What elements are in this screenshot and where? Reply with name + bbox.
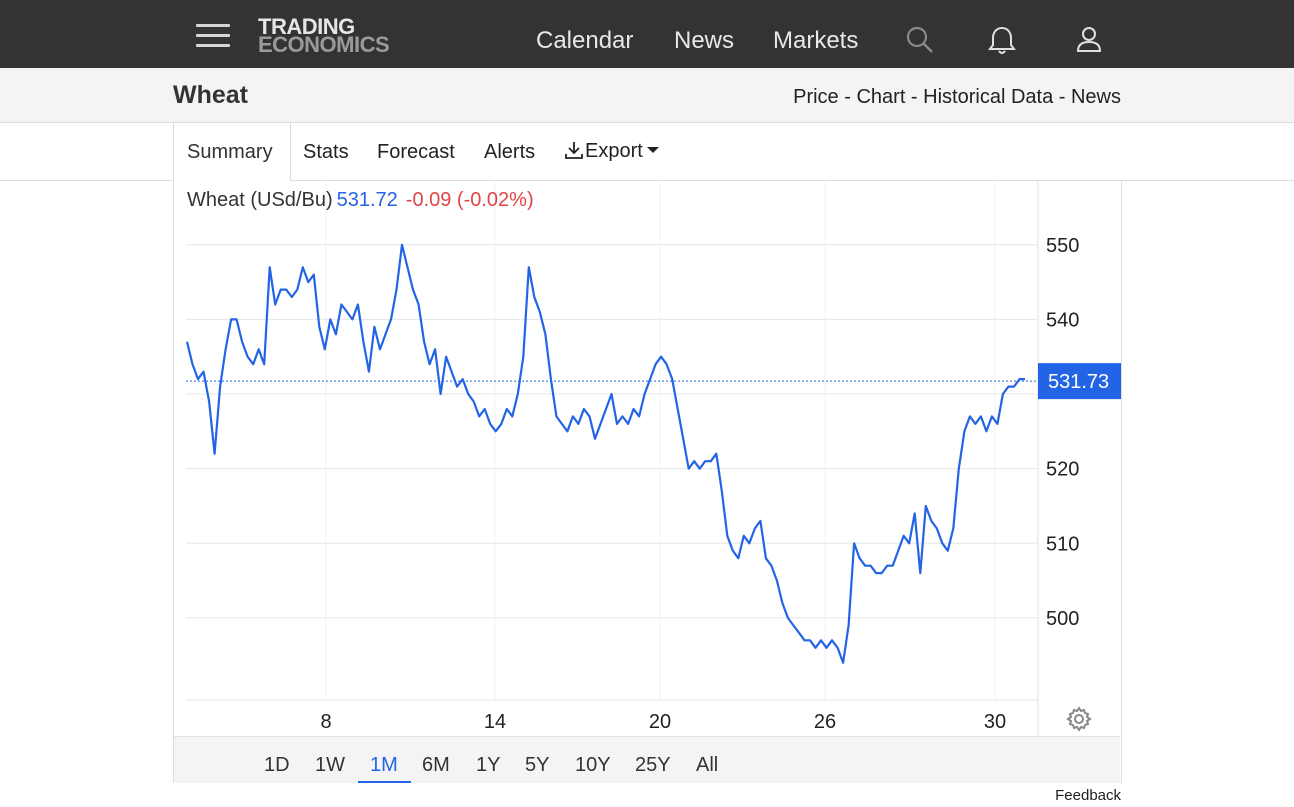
nav-news-link[interactable]: News <box>674 27 735 54</box>
user-icon[interactable] <box>1074 24 1104 56</box>
x-tick-label: 30 <box>984 711 1006 733</box>
range-all-button[interactable]: All <box>696 754 719 776</box>
link-news[interactable]: News <box>1070 86 1121 108</box>
sub-header: Wheat Price - Chart - Historical Data - … <box>0 68 1294 123</box>
current-price-badge: 531.73 <box>1038 363 1121 400</box>
link-historical-data[interactable]: Historical Data <box>923 86 1054 108</box>
x-tick-label: 26 <box>814 711 836 733</box>
current-price-badge-label: 531.73 <box>1048 371 1109 393</box>
range-6m-button[interactable]: 6M <box>422 754 450 776</box>
x-axis: 8 14 20 26 30 <box>320 711 1006 733</box>
link-price[interactable]: Price <box>793 86 839 108</box>
section-links: Price - Chart - Historical Data - News <box>793 86 1121 109</box>
feedback-link[interactable]: Feedback <box>1055 787 1121 804</box>
y-tick-label: 520 <box>1046 459 1079 481</box>
active-range-indicator <box>358 781 411 783</box>
x-tick-label: 14 <box>484 711 506 733</box>
link-separator: - <box>905 86 924 108</box>
nav-calendar-link[interactable]: Calendar <box>536 27 634 54</box>
link-separator: - <box>1053 86 1071 108</box>
menu-icon[interactable] <box>196 22 230 50</box>
x-tick-label: 20 <box>649 711 671 733</box>
nav-markets-link[interactable]: Markets <box>773 27 859 54</box>
y-tick-label: 540 <box>1046 309 1079 331</box>
tab-export[interactable]: Export <box>563 139 660 163</box>
search-icon[interactable] <box>905 24 935 56</box>
download-icon <box>565 142 583 159</box>
trading-economics-logo[interactable]: TRADING ECONOMICS <box>258 14 390 57</box>
tab-summary-active-background <box>173 123 291 181</box>
x-tick-label: 8 <box>320 711 331 733</box>
tab-summary[interactable]: Summary <box>187 141 273 163</box>
range-1d-button[interactable]: 1D <box>264 754 290 776</box>
range-selector: 1D 1W 1M 6M 1Y 5Y 10Y 25Y All <box>174 736 1120 783</box>
current-price: 531.72 <box>336 189 398 211</box>
current-price-badge-background <box>1038 363 1121 400</box>
range-1w-button[interactable]: 1W <box>315 754 345 776</box>
chart-quote-header: Wheat (USd/Bu) 531.72 -0.09 (-0.02%) <box>187 189 534 212</box>
gear-icon[interactable] <box>1066 706 1092 732</box>
logo-line-1: TRADING <box>258 14 355 39</box>
tab-stats[interactable]: Stats <box>303 141 349 163</box>
price-chart[interactable]: 8 14 20 26 30 550 540 520 510 500 531.73 <box>173 180 1121 736</box>
tab-row: Summary Stats Forecast Alerts Export <box>0 123 1294 181</box>
range-25y-button[interactable]: 25Y <box>635 754 671 776</box>
y-axis: 550 540 520 510 500 <box>1046 235 1079 630</box>
bell-icon[interactable] <box>987 24 1017 56</box>
instrument-name: Wheat (USd/Bu) <box>187 189 333 211</box>
link-chart[interactable]: Chart <box>856 86 906 108</box>
range-5y-button[interactable]: 5Y <box>525 754 550 776</box>
range-10y-button[interactable]: 10Y <box>575 754 611 776</box>
tab-alerts[interactable]: Alerts <box>484 141 536 163</box>
y-tick-label: 510 <box>1046 533 1079 555</box>
caret-down-icon <box>646 147 659 153</box>
page-title: Wheat <box>173 81 248 109</box>
y-tick-label: 550 <box>1046 235 1079 257</box>
y-tick-label: 500 <box>1046 608 1079 630</box>
range-1m-button[interactable]: 1M <box>370 754 398 776</box>
tab-forecast[interactable]: Forecast <box>377 141 455 163</box>
link-separator: - <box>838 86 857 108</box>
top-navigation-bar: TRADING ECONOMICS Calendar News Markets <box>0 0 1294 68</box>
logo-line-2: ECONOMICS <box>258 32 390 57</box>
range-1y-button[interactable]: 1Y <box>476 754 501 776</box>
series-line-wheat[interactable] <box>185 243 1025 664</box>
export-label: Export <box>585 140 643 162</box>
price-change: -0.09 (-0.02%) <box>405 189 534 211</box>
chart-grid <box>186 180 1039 736</box>
